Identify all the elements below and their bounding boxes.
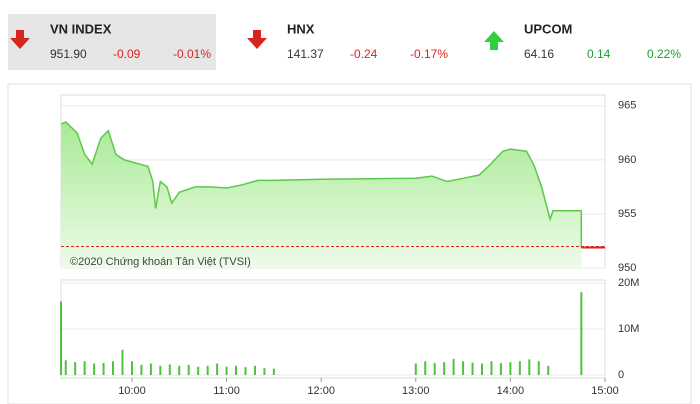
volume-bar — [102, 363, 105, 375]
index-change: 0.14 — [587, 47, 611, 61]
volume-bar — [509, 362, 512, 375]
volume-bar — [537, 361, 540, 375]
volume-bar — [83, 361, 86, 375]
y-tick-label: 0 — [618, 369, 624, 381]
volume-bar — [471, 362, 474, 375]
volume-bar — [112, 361, 115, 375]
volume-bar — [93, 363, 96, 375]
direction-arrow — [10, 30, 30, 49]
y-tick-label: 950 — [618, 262, 636, 274]
volume-bar — [206, 365, 209, 375]
y-tick-label: 20M — [618, 277, 639, 289]
index-change-pct: 0.22% — [647, 47, 681, 61]
y-tick-label: 10M — [618, 323, 639, 335]
volume-bar — [518, 361, 521, 375]
x-tick-label: 10:00 — [118, 385, 146, 397]
volume-bar — [424, 361, 427, 375]
index-name: VN INDEX — [50, 21, 112, 36]
volume-bar — [253, 365, 256, 375]
y-tick-label: 960 — [618, 154, 636, 166]
volume-bar — [225, 366, 228, 375]
index-value: 64.16 — [524, 47, 554, 61]
volume-bar — [168, 364, 171, 375]
x-tick-label: 11:00 — [213, 385, 240, 397]
volume-bar — [216, 363, 219, 375]
volume-bar — [130, 361, 133, 375]
index-name: UPCOM — [524, 21, 572, 36]
volume-bar — [187, 364, 190, 375]
x-tick-label: 12:00 — [307, 385, 335, 397]
credit: ©2020 Chứng khoán Tân Việt (TVSI) — [70, 256, 251, 268]
volume-bar — [140, 364, 143, 375]
volume-bar — [414, 363, 417, 375]
y-tick-label: 965 — [618, 100, 636, 112]
volume-bar — [452, 358, 455, 375]
volume-bar — [235, 365, 238, 375]
volume-bar — [64, 360, 67, 375]
index-tab[interactable]: UPCOM 64.16 0.14 0.22% — [484, 21, 681, 61]
volume-bar — [74, 362, 77, 375]
index-change-pct: -0.17% — [410, 47, 448, 61]
volume-bar — [580, 292, 583, 375]
y-tick-label: 955 — [618, 208, 636, 220]
index-change: -0.09 — [113, 47, 141, 61]
volume-bar — [481, 363, 484, 375]
area — [61, 122, 582, 268]
volume-bar — [443, 362, 446, 375]
volume-bar — [178, 365, 181, 375]
volume-bar — [462, 361, 465, 375]
volume-bar — [263, 368, 266, 375]
x-tick-label: 15:00 — [591, 385, 619, 397]
tab-bg — [8, 14, 216, 70]
volume-bar — [547, 365, 550, 375]
index-change-pct: -0.01% — [173, 47, 211, 61]
volume-bar — [490, 361, 493, 375]
index-value: 951.90 — [50, 47, 87, 61]
panel-frame — [7, 83, 692, 404]
price-line — [60, 121, 583, 248]
volume-bar — [528, 359, 531, 375]
x-tick-label: 14:00 — [497, 385, 525, 397]
volume-bar — [197, 366, 200, 375]
index-value: 141.37 — [287, 47, 324, 61]
volume-bar — [121, 349, 124, 375]
volume-bar — [60, 301, 62, 375]
volume-bar — [159, 365, 162, 375]
x-tick-label: 13:00 — [402, 385, 430, 397]
index-name: HNX — [287, 21, 315, 36]
volume-bar — [499, 363, 502, 375]
index-tab[interactable]: HNX 141.37 -0.24 -0.17% — [247, 21, 448, 61]
direction-arrow — [484, 31, 504, 50]
volume-bar — [433, 363, 436, 375]
index-change: -0.24 — [350, 47, 378, 61]
volume-bar — [272, 368, 275, 375]
volume-bar — [149, 363, 152, 375]
direction-arrow — [247, 30, 267, 49]
index-tab[interactable]: VN INDEX 951.90 -0.09 -0.01% — [8, 14, 216, 70]
volume-bar — [244, 367, 247, 375]
